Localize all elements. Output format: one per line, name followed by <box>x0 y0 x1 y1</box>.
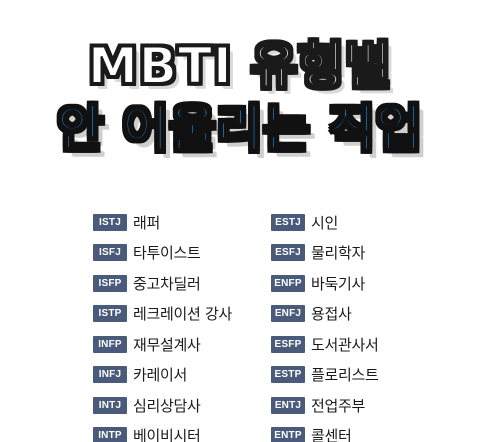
list-item: ENTJ 전업주부 <box>271 394 379 416</box>
job-label: 심리상담사 <box>133 396 201 415</box>
list-item: ISTJ 래퍼 <box>93 211 232 233</box>
job-label: 바둑기사 <box>311 274 366 293</box>
type-badge: ISTP <box>93 305 127 322</box>
type-badge: ISFJ <box>93 244 127 261</box>
type-badge: ESTP <box>271 366 305 383</box>
page-title: MBTI 유형별 <box>87 36 392 96</box>
list-item: ESFP 도서관사서 <box>271 333 379 355</box>
type-badge: ENFP <box>271 274 305 292</box>
list-item: ENFP 바둑기사 <box>271 272 379 294</box>
list-item: INFP 재무설계사 <box>93 333 232 355</box>
job-label: 도서관사서 <box>311 335 379 354</box>
job-label: 재무설계사 <box>133 335 201 354</box>
job-label: 래퍼 <box>133 213 161 232</box>
job-label: 카레이서 <box>133 366 188 384</box>
list-item: INTJ 심리상담사 <box>93 394 232 416</box>
job-label: 물리학자 <box>311 244 366 262</box>
list-item: ESTP 플로리스트 <box>271 364 379 386</box>
type-badge: ESFJ <box>271 244 305 261</box>
type-badge: ENTP <box>271 427 305 442</box>
list-item: ESFJ 물리학자 <box>271 242 379 264</box>
type-badge: ENTJ <box>271 396 305 414</box>
job-label: 플로리스트 <box>311 366 379 384</box>
list-item: ISTP 레크레이션 강사 <box>93 303 232 325</box>
job-label: 베이비시터 <box>133 427 201 442</box>
left-type-list: ISTJ 래퍼 ISFJ 타투이스트 ISFP 중고차딜러 ISTP 레크레이션 강사 … <box>93 211 232 442</box>
job-label: 시인 <box>311 213 339 232</box>
job-label: 전업주부 <box>311 396 366 415</box>
type-badge: ISTJ <box>93 213 127 231</box>
list-item: ENTP 콜센터 <box>271 425 379 442</box>
job-label: 레크레이션 강사 <box>133 305 232 323</box>
job-label: 콜센터 <box>311 427 352 442</box>
list-item: ISFP 중고차딜러 <box>93 272 232 294</box>
list-item: INFJ 카레이서 <box>93 364 232 386</box>
type-badge: ISFP <box>93 274 127 292</box>
job-label: 타투이스트 <box>133 244 201 262</box>
job-label: 용접사 <box>311 305 352 323</box>
right-type-list: ESTJ 시인 ESFJ 물리학자 ENFP 바둑기사 ENFJ 용접사 ESFP 도서관… <box>271 211 379 442</box>
type-badge: INTJ <box>93 396 127 414</box>
list-item: ISFJ 타투이스트 <box>93 242 232 264</box>
list-item: ENFJ 용접사 <box>271 303 379 325</box>
list-item: ESTJ 시인 <box>271 211 379 233</box>
type-badge: INFJ <box>93 366 127 383</box>
type-badge: ESTJ <box>271 213 305 231</box>
type-badge: INTP <box>93 427 127 442</box>
type-badge: ESFP <box>271 335 305 353</box>
type-badge: INFP <box>93 335 127 353</box>
job-label: 중고차딜러 <box>133 274 201 293</box>
list-item: INTP 베이비시터 <box>93 425 232 442</box>
type-badge: ENFJ <box>271 305 305 322</box>
page-subtitle: 안 어울리는 직업 <box>56 99 423 159</box>
